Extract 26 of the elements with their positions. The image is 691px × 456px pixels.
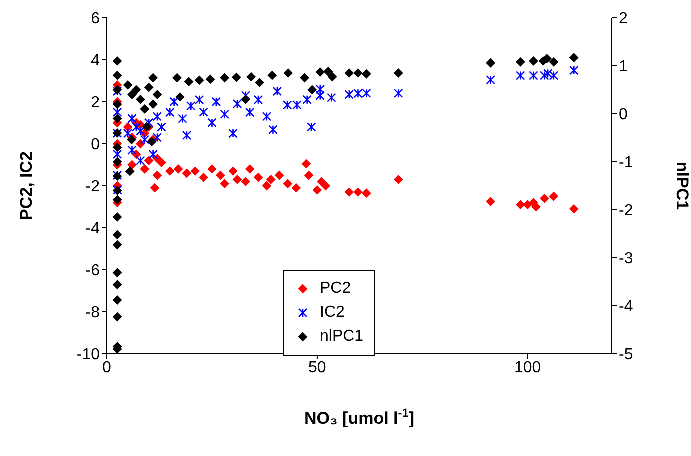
y-axis-title: PC2, IC2 <box>17 152 36 220</box>
y2-tick-label: -3 <box>619 250 634 268</box>
x-tick-label: 0 <box>102 359 112 376</box>
legend-label: PC2 <box>320 280 352 298</box>
legend-label: IC2 <box>320 304 345 322</box>
y2-tick-label: -2 <box>619 202 634 220</box>
y-tick-label: 0 <box>91 136 100 154</box>
y2-tick-label: 0 <box>619 106 628 124</box>
y2-tick-label: -4 <box>619 298 634 316</box>
y-tick-label: -4 <box>86 220 100 238</box>
y2-tick-label: 1 <box>619 58 628 76</box>
y2-axis-title: nlPC1 <box>672 162 691 210</box>
y2-tick-label: -5 <box>619 346 634 364</box>
y2-tick-label: -1 <box>619 154 634 172</box>
x-tick-label: 50 <box>308 359 326 376</box>
x-tick-label: 100 <box>514 359 542 376</box>
y-tick-label: 6 <box>91 10 100 28</box>
y-tick-label: 2 <box>91 94 100 112</box>
y-tick-label: -2 <box>86 178 100 196</box>
y-tick-label: -8 <box>86 304 100 322</box>
y2-tick-label: 2 <box>619 10 628 28</box>
y-tick-label: 4 <box>91 52 100 70</box>
y-tick-label: -6 <box>86 262 100 280</box>
legend-label: nlPC1 <box>320 328 364 346</box>
y-tick-label: -10 <box>76 346 100 364</box>
x-axis-title: NO₃ [umol l$^{-1}$] <box>304 406 415 428</box>
